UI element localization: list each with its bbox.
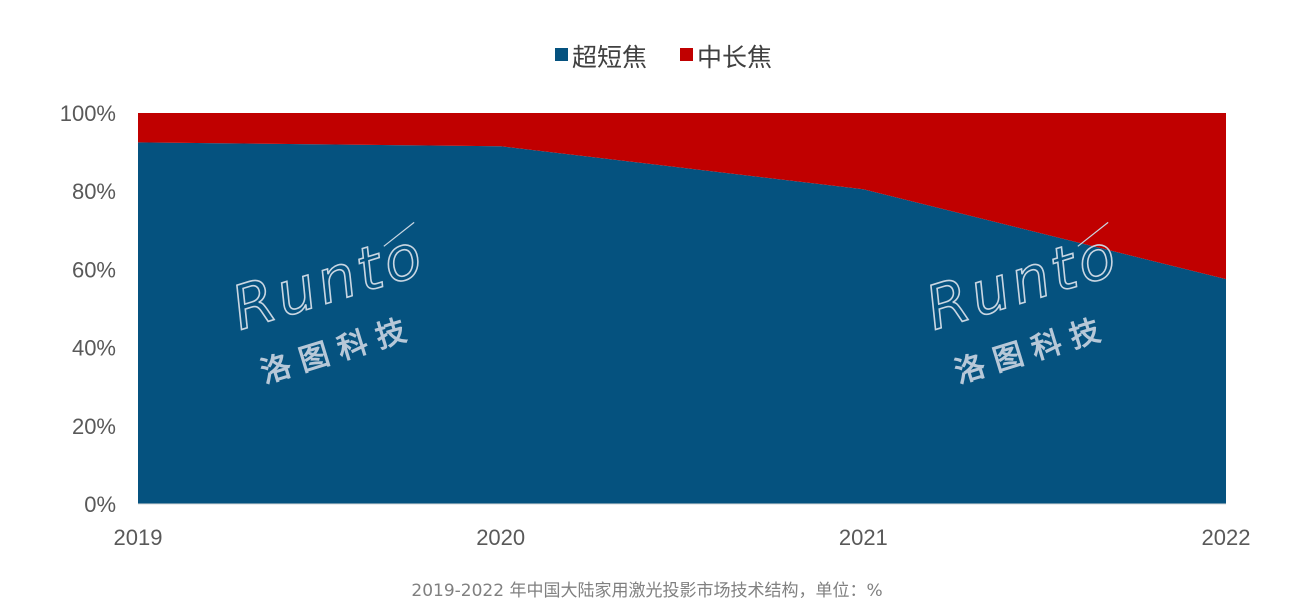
y-tick-label: 40% (72, 336, 116, 361)
y-tick-label: 80% (72, 179, 116, 204)
area-series-2 (138, 113, 1226, 280)
area-series-1 (138, 142, 1226, 504)
y-tick-label: 100% (60, 101, 116, 126)
chart-caption: 2019-2022 年中国大陆家用激光投影市场技术结构，单位：% (411, 581, 883, 601)
legend-label-series-2: 中长焦 (697, 43, 772, 72)
y-tick-label: 20% (72, 414, 116, 439)
x-tick-label: 2020 (476, 525, 525, 550)
legend-label-series-1: 超短焦 (572, 43, 647, 72)
y-tick-label: 60% (72, 257, 116, 282)
y-tick-label: 0% (84, 492, 116, 517)
watermark-swoosh (383, 221, 415, 247)
legend-swatch-series-2 (680, 48, 693, 61)
x-tick-label: 2019 (114, 525, 163, 550)
y-axis: 0% 20% 40% 60% 80% 100% (60, 101, 116, 517)
x-tick-label: 2021 (839, 525, 888, 550)
x-tick-label: 2022 (1202, 525, 1251, 550)
legend: 超短焦 中长焦 (555, 43, 772, 72)
plot-area (138, 113, 1226, 504)
watermark-swoosh (1077, 221, 1109, 247)
x-axis: 2019 2020 2021 2022 (114, 503, 1251, 550)
legend-swatch-series-1 (555, 48, 568, 61)
